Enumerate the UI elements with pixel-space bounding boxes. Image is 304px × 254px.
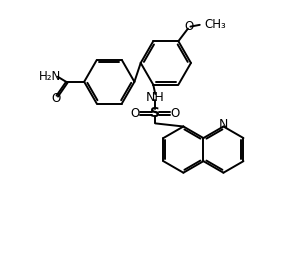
Text: O: O	[171, 107, 180, 120]
Text: O: O	[131, 107, 140, 120]
Text: O: O	[184, 20, 193, 33]
Text: N: N	[219, 118, 228, 132]
Text: NH: NH	[146, 91, 165, 104]
Text: H₂N: H₂N	[39, 70, 61, 83]
Text: CH₃: CH₃	[204, 18, 226, 31]
Text: S: S	[150, 106, 160, 120]
Text: O: O	[51, 92, 60, 105]
